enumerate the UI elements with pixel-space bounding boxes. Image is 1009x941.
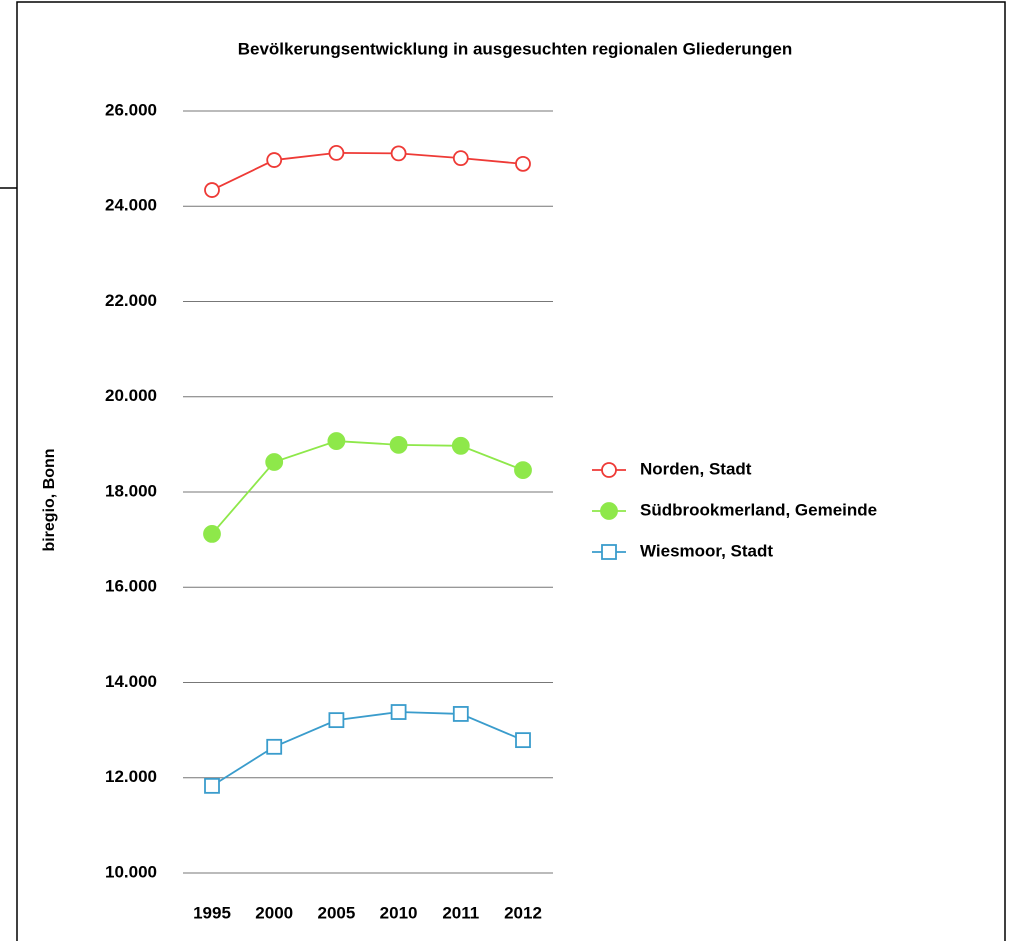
data-point <box>265 453 284 471</box>
chart-title: Bevölkerungsentwicklung in ausgesuchten … <box>238 39 793 58</box>
y-tick-label: 22.000 <box>105 291 157 310</box>
data-point <box>204 777 220 794</box>
series-line <box>211 440 524 535</box>
data-point <box>204 182 220 198</box>
data-point <box>515 732 531 749</box>
x-tick-label: 2000 <box>255 903 293 922</box>
x-tick-label: 2005 <box>317 903 355 922</box>
legend-label: Wiesmoor, Stadt <box>640 541 773 560</box>
x-tick-label: 2010 <box>380 903 418 922</box>
y-tick-label: 12.000 <box>105 767 157 786</box>
y-tick-label: 26.000 <box>105 100 157 119</box>
data-point <box>203 525 221 543</box>
data-point <box>390 145 407 162</box>
data-point <box>390 704 407 720</box>
y-tick-label: 20.000 <box>105 386 157 405</box>
y-tick-label: 24.000 <box>105 196 157 215</box>
legend-marker <box>600 502 618 520</box>
legend-marker <box>601 544 617 560</box>
x-tick-label: 2012 <box>504 903 542 922</box>
y-tick-label: 16.000 <box>105 577 157 596</box>
data-point <box>328 712 345 729</box>
data-point <box>328 145 345 161</box>
data-point <box>266 152 283 168</box>
series-line <box>211 711 524 787</box>
legend-marker <box>601 462 617 478</box>
legend-label: Südbrookmerland, Gemeinde <box>640 500 877 519</box>
y-axis-label: biregio, Bonn <box>41 448 58 551</box>
y-tick-label: 18.000 <box>105 481 157 500</box>
data-point <box>452 150 469 167</box>
y-tick-label: 14.000 <box>105 672 157 691</box>
frame <box>16 1 1006 941</box>
data-point <box>452 706 469 722</box>
data-point <box>514 461 532 479</box>
data-point <box>327 432 346 450</box>
data-point <box>389 435 408 454</box>
x-tick-label: 2011 <box>442 903 479 922</box>
x-tick-label: 1995 <box>193 903 231 922</box>
series-line <box>211 152 524 191</box>
legend-label: Norden, Stadt <box>640 459 752 478</box>
data-point <box>515 155 531 172</box>
y-tick-label: 10.000 <box>105 862 157 881</box>
data-point <box>451 436 470 455</box>
data-point <box>266 738 283 755</box>
